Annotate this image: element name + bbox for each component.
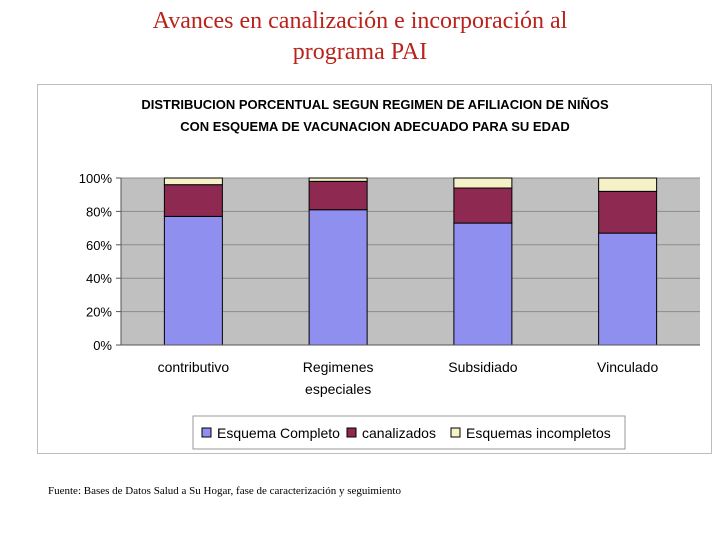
slide-title: Avances en canalización e incorporación … bbox=[60, 6, 660, 68]
bars bbox=[163, 177, 658, 346]
bar-segment bbox=[163, 184, 223, 217]
x-tick-label: contributivo bbox=[158, 359, 230, 375]
stacked-bar-chart: DISTRIBUCION PORCENTUAL SEGUN REGIMEN DE… bbox=[79, 97, 700, 450]
slide-title-line2: programa PAI bbox=[292, 39, 428, 65]
legend-label: Esquemas incompletos bbox=[466, 425, 611, 441]
legend: Esquema Completo canalizados Esquemas inco… bbox=[201, 425, 611, 441]
y-tick-label: 80% bbox=[86, 204, 112, 219]
y-tick-label: 20% bbox=[86, 305, 112, 320]
slide-title-line1: Avances en canalización e incorporación … bbox=[152, 8, 568, 34]
bar-segment bbox=[163, 215, 223, 346]
legend-label: canalizados bbox=[362, 425, 436, 441]
chart-title-line2: CON ESQUEMA DE VACUNACION ADECUADO PARA … bbox=[180, 119, 570, 134]
x-axis: contributivo Regimenes especiales Subsidiad… bbox=[121, 344, 700, 397]
bar-segment bbox=[598, 190, 658, 234]
x-tick-label: Regimenes bbox=[303, 359, 374, 375]
x-tick-label: Vinculado bbox=[597, 359, 658, 375]
y-axis: 0% 20% 40% 60% 80% 100% bbox=[79, 171, 122, 353]
legend-swatch bbox=[346, 427, 357, 438]
source-note: Fuente: Bases de Datos Salud a Su Hogar,… bbox=[48, 485, 401, 497]
x-tick-label: Subsidiado bbox=[448, 359, 517, 375]
y-tick-label: 40% bbox=[86, 271, 112, 286]
bar-segment bbox=[308, 209, 368, 346]
y-tick-label: 100% bbox=[79, 171, 113, 186]
y-tick-label: 60% bbox=[86, 238, 112, 253]
chart-title-line1: DISTRIBUCION PORCENTUAL SEGUN REGIMEN DE… bbox=[141, 97, 609, 112]
legend-swatch bbox=[201, 427, 212, 438]
bar-segment bbox=[453, 222, 513, 346]
bar-segment bbox=[453, 177, 513, 189]
y-tick-label: 0% bbox=[93, 338, 112, 353]
bar-segment bbox=[598, 232, 658, 346]
x-tick-label: especiales bbox=[305, 381, 371, 397]
legend-box bbox=[192, 415, 626, 450]
bar-segment bbox=[308, 177, 368, 182]
bar-segment bbox=[308, 180, 368, 211]
chart-frame: DISTRIBUCION PORCENTUAL SEGUN REGIMEN DE… bbox=[37, 84, 712, 454]
bar-segment bbox=[163, 177, 223, 186]
legend-swatch bbox=[450, 427, 461, 438]
bar-segment bbox=[453, 187, 513, 224]
legend-label: Esquema Completo bbox=[217, 425, 340, 441]
bar-segment bbox=[598, 177, 658, 192]
